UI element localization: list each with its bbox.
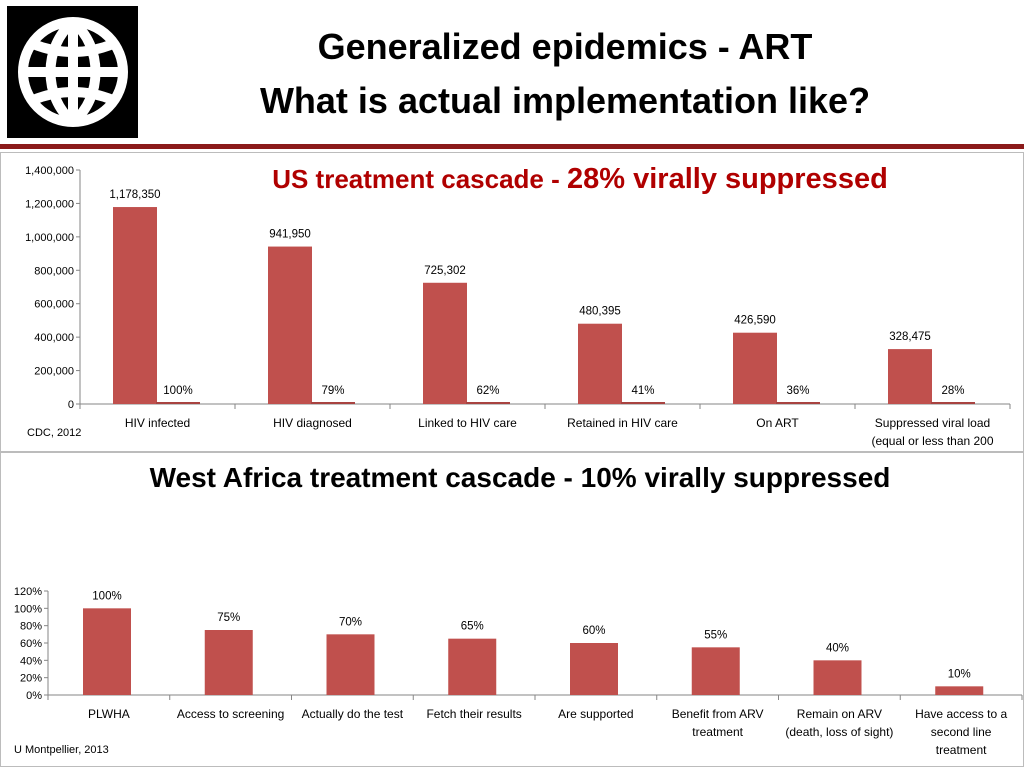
wa-category-label: PLWHA — [88, 707, 130, 721]
wa-category-label: second line — [931, 725, 992, 739]
us-chart-source: CDC, 2012 — [27, 427, 82, 439]
wa-y-tick-label: 60% — [20, 638, 42, 650]
us-chart-title-emph: 28% virally suppressed — [567, 163, 888, 195]
us-bar — [423, 282, 467, 404]
wa-value-label: 10% — [948, 668, 971, 680]
us-y-tick-label: 1,000,000 — [25, 232, 74, 244]
us-cascade-chart: 0 200,000 400,000 600,000 800,000 1,000,000 1,… — [25, 165, 1011, 448]
wa-y-tick-label: 80% — [20, 621, 42, 633]
wa-value-label: 40% — [826, 642, 849, 654]
us-percent-bar — [156, 402, 200, 404]
us-percent-bar — [931, 402, 975, 404]
wa-category-label: treatment — [936, 743, 987, 757]
wa-bar — [813, 660, 862, 695]
us-value-label: 328,475 — [889, 331, 931, 343]
us-y-tick-label: 0 — [68, 399, 74, 411]
us-y-tick-label: 1,200,000 — [25, 198, 74, 210]
us-y-tick-label: 200,000 — [34, 366, 74, 378]
wa-chart-source: U Montpellier, 2013 — [14, 744, 109, 756]
wa-category-label: treatment — [692, 725, 743, 739]
us-percent-label: 28% — [941, 385, 964, 397]
wa-y-tick-label: 40% — [20, 655, 42, 667]
us-category-label: Suppressed viral load — [875, 416, 990, 430]
us-category-label: On ART — [756, 416, 799, 430]
us-y-tick-label: 600,000 — [34, 299, 74, 311]
us-percent-label: 100% — [163, 385, 192, 397]
us-chart-title-main: US treatment cascade - — [272, 164, 567, 194]
wa-y-tick-label: 20% — [20, 673, 42, 685]
wa-bar — [448, 638, 497, 695]
globe-icon — [18, 17, 128, 127]
us-percent-bar — [776, 402, 820, 404]
wa-value-label: 65% — [461, 621, 484, 633]
us-chart-title: US treatment cascade - 28% virally suppr… — [150, 163, 1010, 196]
wa-y-tick-label: 120% — [14, 586, 42, 598]
wa-category-label: (death, loss of sight) — [785, 725, 893, 739]
wa-value-label: 70% — [339, 616, 362, 628]
us-bar — [733, 332, 777, 404]
us-bar — [113, 207, 157, 404]
wa-value-label: 55% — [704, 629, 727, 641]
wa-bar — [935, 686, 984, 695]
us-bar — [268, 246, 312, 404]
wa-bar — [691, 647, 740, 695]
wa-category-label: Access to screening — [177, 707, 284, 721]
us-y-tick-label: 400,000 — [34, 332, 74, 344]
slide-title: Generalized epidemics - ART What is actu… — [150, 20, 980, 128]
us-value-label: 725,302 — [424, 265, 466, 277]
us-value-label: 480,395 — [579, 306, 621, 318]
world-bank-logo — [7, 6, 138, 138]
us-category-label: Retained in HIV care — [567, 416, 678, 430]
wa-bar — [570, 643, 618, 695]
wa-category-label: Actually do the test — [302, 707, 404, 721]
us-percent-label: 79% — [321, 385, 344, 397]
wa-cascade-chart: 0% 20% 40% 60% 80% 100% 120% 100% PLWHA 75% Access… — [14, 586, 1023, 757]
wa-value-label: 75% — [217, 612, 240, 624]
wa-value-label: 100% — [92, 590, 121, 602]
wa-chart-title: West Africa treatment cascade - 10% vira… — [149, 462, 891, 493]
us-category-label: HIV infected — [125, 416, 190, 430]
us-y-tick-label: 800,000 — [34, 265, 74, 277]
us-bar — [578, 323, 622, 404]
us-percent-label: 62% — [476, 385, 499, 397]
us-percent-bar — [621, 402, 665, 404]
us-value-label: 426,590 — [734, 315, 776, 327]
wa-category-label: Remain on ARV — [797, 707, 882, 721]
us-percent-bar — [311, 402, 355, 404]
us-bar — [888, 349, 932, 404]
us-value-label: 1,178,350 — [109, 189, 160, 201]
us-percent-label: 41% — [631, 385, 654, 397]
wa-y-tick-label: 0% — [26, 690, 42, 702]
wa-y-tick-label: 100% — [14, 603, 42, 615]
wa-category-label: Are supported — [558, 707, 633, 721]
title-divider — [0, 144, 1024, 149]
us-category-label: (equal or less than 200 — [871, 434, 993, 448]
us-percent-bar — [466, 402, 510, 404]
wa-bar — [83, 608, 131, 695]
us-category-label: Linked to HIV care — [418, 416, 517, 430]
us-percent-label: 36% — [786, 385, 809, 397]
slide-title-line2: What is actual implementation like? — [259, 80, 871, 121]
wa-category-label: Fetch their results — [426, 707, 521, 721]
us-category-label: HIV diagnosed — [273, 416, 352, 430]
wa-category-label: Have access to a — [915, 707, 1007, 721]
wa-bar — [204, 630, 253, 695]
us-y-tick-label: 1,400,000 — [25, 165, 74, 177]
wa-bar — [326, 634, 375, 695]
slide-title-line1: Generalized epidemics - ART — [317, 26, 813, 67]
wa-category-label: Benefit from ARV — [672, 707, 764, 721]
us-value-label: 941,950 — [269, 229, 311, 241]
wa-value-label: 60% — [582, 625, 605, 637]
